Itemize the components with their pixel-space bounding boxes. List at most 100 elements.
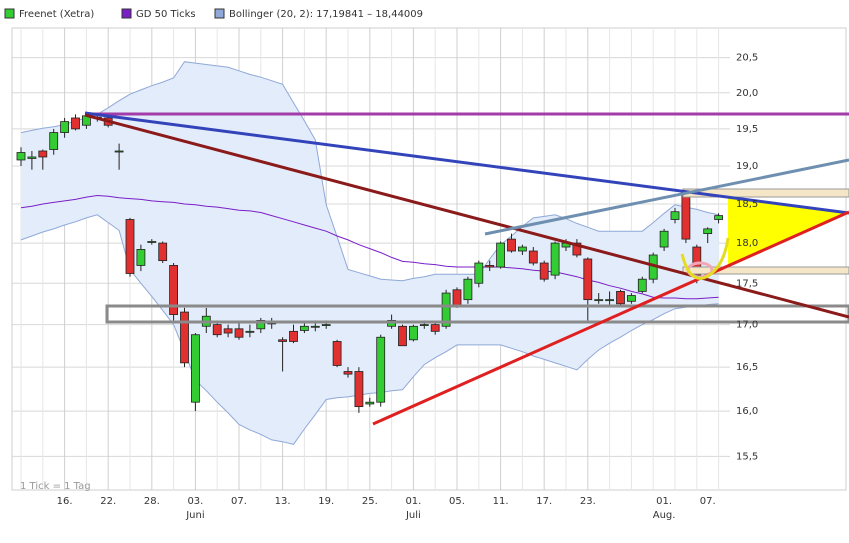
candle-body bbox=[528, 250, 538, 264]
x-tick-label: 05. bbox=[449, 496, 465, 507]
candle-body bbox=[452, 289, 462, 307]
candle-body bbox=[158, 242, 168, 262]
candle-body bbox=[147, 241, 157, 243]
zone-band bbox=[682, 266, 849, 275]
candle-body bbox=[518, 246, 527, 252]
candle-body bbox=[256, 320, 266, 330]
candle-body bbox=[125, 219, 135, 274]
candle-body bbox=[190, 334, 200, 403]
candle-body bbox=[289, 330, 298, 342]
candle-body bbox=[38, 150, 48, 158]
candle-body bbox=[583, 258, 593, 301]
trend-line bbox=[484, 158, 849, 236]
candle-body bbox=[485, 265, 495, 268]
candle-body bbox=[616, 291, 625, 305]
candle-body bbox=[430, 324, 440, 332]
bollinger-lower bbox=[20, 214, 719, 445]
x-tick-label: 17. bbox=[536, 496, 552, 507]
candle-body bbox=[703, 228, 713, 234]
candle-body bbox=[692, 246, 702, 276]
candle-body bbox=[507, 238, 516, 252]
legend-label: GD 50 Ticks bbox=[136, 9, 196, 20]
candle-body bbox=[496, 242, 506, 268]
drawings bbox=[84, 111, 849, 426]
y-tick-label: 16,0 bbox=[736, 406, 758, 417]
y-tick-label: 19,0 bbox=[736, 161, 758, 172]
candle-body bbox=[245, 330, 255, 333]
candle-body bbox=[637, 278, 647, 292]
highlight-curve bbox=[680, 237, 730, 280]
x-tick-label: 23. bbox=[580, 496, 596, 507]
candle-body bbox=[136, 249, 146, 266]
x-tick-label: 22. bbox=[100, 496, 116, 507]
candle-body bbox=[474, 262, 484, 284]
trend-line bbox=[84, 113, 849, 319]
candle-body bbox=[594, 299, 604, 302]
legend-swatch bbox=[4, 8, 15, 19]
candle-body bbox=[605, 299, 614, 302]
candle-body bbox=[343, 371, 353, 375]
candle-body bbox=[60, 121, 69, 133]
moving-average bbox=[20, 194, 719, 300]
y-tick-label: 16,5 bbox=[736, 362, 758, 373]
x-tick-label: 25. bbox=[362, 496, 378, 507]
y-tick-label: 18,5 bbox=[736, 199, 758, 210]
footnote: 1 Tick = 1 Tag bbox=[20, 481, 91, 492]
candle-body bbox=[398, 325, 407, 347]
trend-line bbox=[372, 210, 849, 426]
x-tick-label: 19. bbox=[318, 496, 334, 507]
month-label: Aug. bbox=[653, 510, 676, 521]
candle-body bbox=[539, 262, 549, 280]
month-label: Juni bbox=[185, 510, 204, 521]
legend-swatch bbox=[214, 8, 225, 19]
x-tick-label: 13. bbox=[275, 496, 291, 507]
candle-body bbox=[16, 152, 26, 161]
candle-body bbox=[365, 401, 375, 405]
candle-body bbox=[332, 341, 342, 366]
y-tick-label: 15,5 bbox=[736, 451, 758, 462]
candle-body bbox=[71, 117, 80, 130]
triangle-fill bbox=[728, 197, 849, 266]
plot-frame bbox=[11, 27, 847, 491]
x-tick-label: 03. bbox=[187, 496, 203, 507]
x-tick-label: 01. bbox=[405, 496, 421, 507]
month-label: Juli bbox=[405, 510, 421, 521]
candle-body bbox=[180, 311, 189, 364]
legend-swatch bbox=[121, 8, 132, 19]
y-tick-label: 20,5 bbox=[736, 53, 758, 64]
candle-body bbox=[670, 211, 680, 220]
candle-body bbox=[627, 295, 636, 302]
x-tick-label: 07. bbox=[231, 496, 247, 507]
candle-body bbox=[299, 325, 309, 331]
legend-label: Freenet (Xetra) bbox=[19, 9, 94, 20]
candle-body bbox=[49, 132, 59, 150]
y-tick-label: 19,5 bbox=[736, 124, 758, 135]
range-box bbox=[105, 304, 849, 324]
y-tick-label: 17,0 bbox=[736, 320, 758, 331]
candle-body bbox=[169, 265, 179, 315]
candle-body bbox=[376, 336, 386, 403]
y-tick-label: 18,0 bbox=[736, 238, 758, 249]
candle-body bbox=[278, 339, 288, 342]
candle-body bbox=[321, 324, 331, 327]
candle-body bbox=[463, 278, 473, 301]
candle-body bbox=[572, 242, 582, 256]
candle-body bbox=[408, 325, 418, 341]
candle-body bbox=[441, 292, 451, 327]
y-tick-label: 20,0 bbox=[736, 88, 758, 99]
candle-body bbox=[354, 371, 364, 408]
trend-line bbox=[84, 111, 849, 215]
x-tick-label: 07. bbox=[700, 496, 716, 507]
x-tick-label: 11. bbox=[493, 496, 509, 507]
candle-body bbox=[310, 325, 320, 328]
candle-body bbox=[223, 328, 233, 334]
x-tick-label: 16. bbox=[57, 496, 73, 507]
candle-body bbox=[114, 150, 124, 153]
candle-body bbox=[419, 324, 429, 327]
candle-body bbox=[27, 156, 37, 159]
legend-label: Bollinger (20, 2): 17,19841 – 18,44009 bbox=[229, 9, 423, 20]
candle-body bbox=[550, 242, 560, 276]
candle-body bbox=[714, 215, 723, 220]
candle-body bbox=[681, 192, 691, 240]
